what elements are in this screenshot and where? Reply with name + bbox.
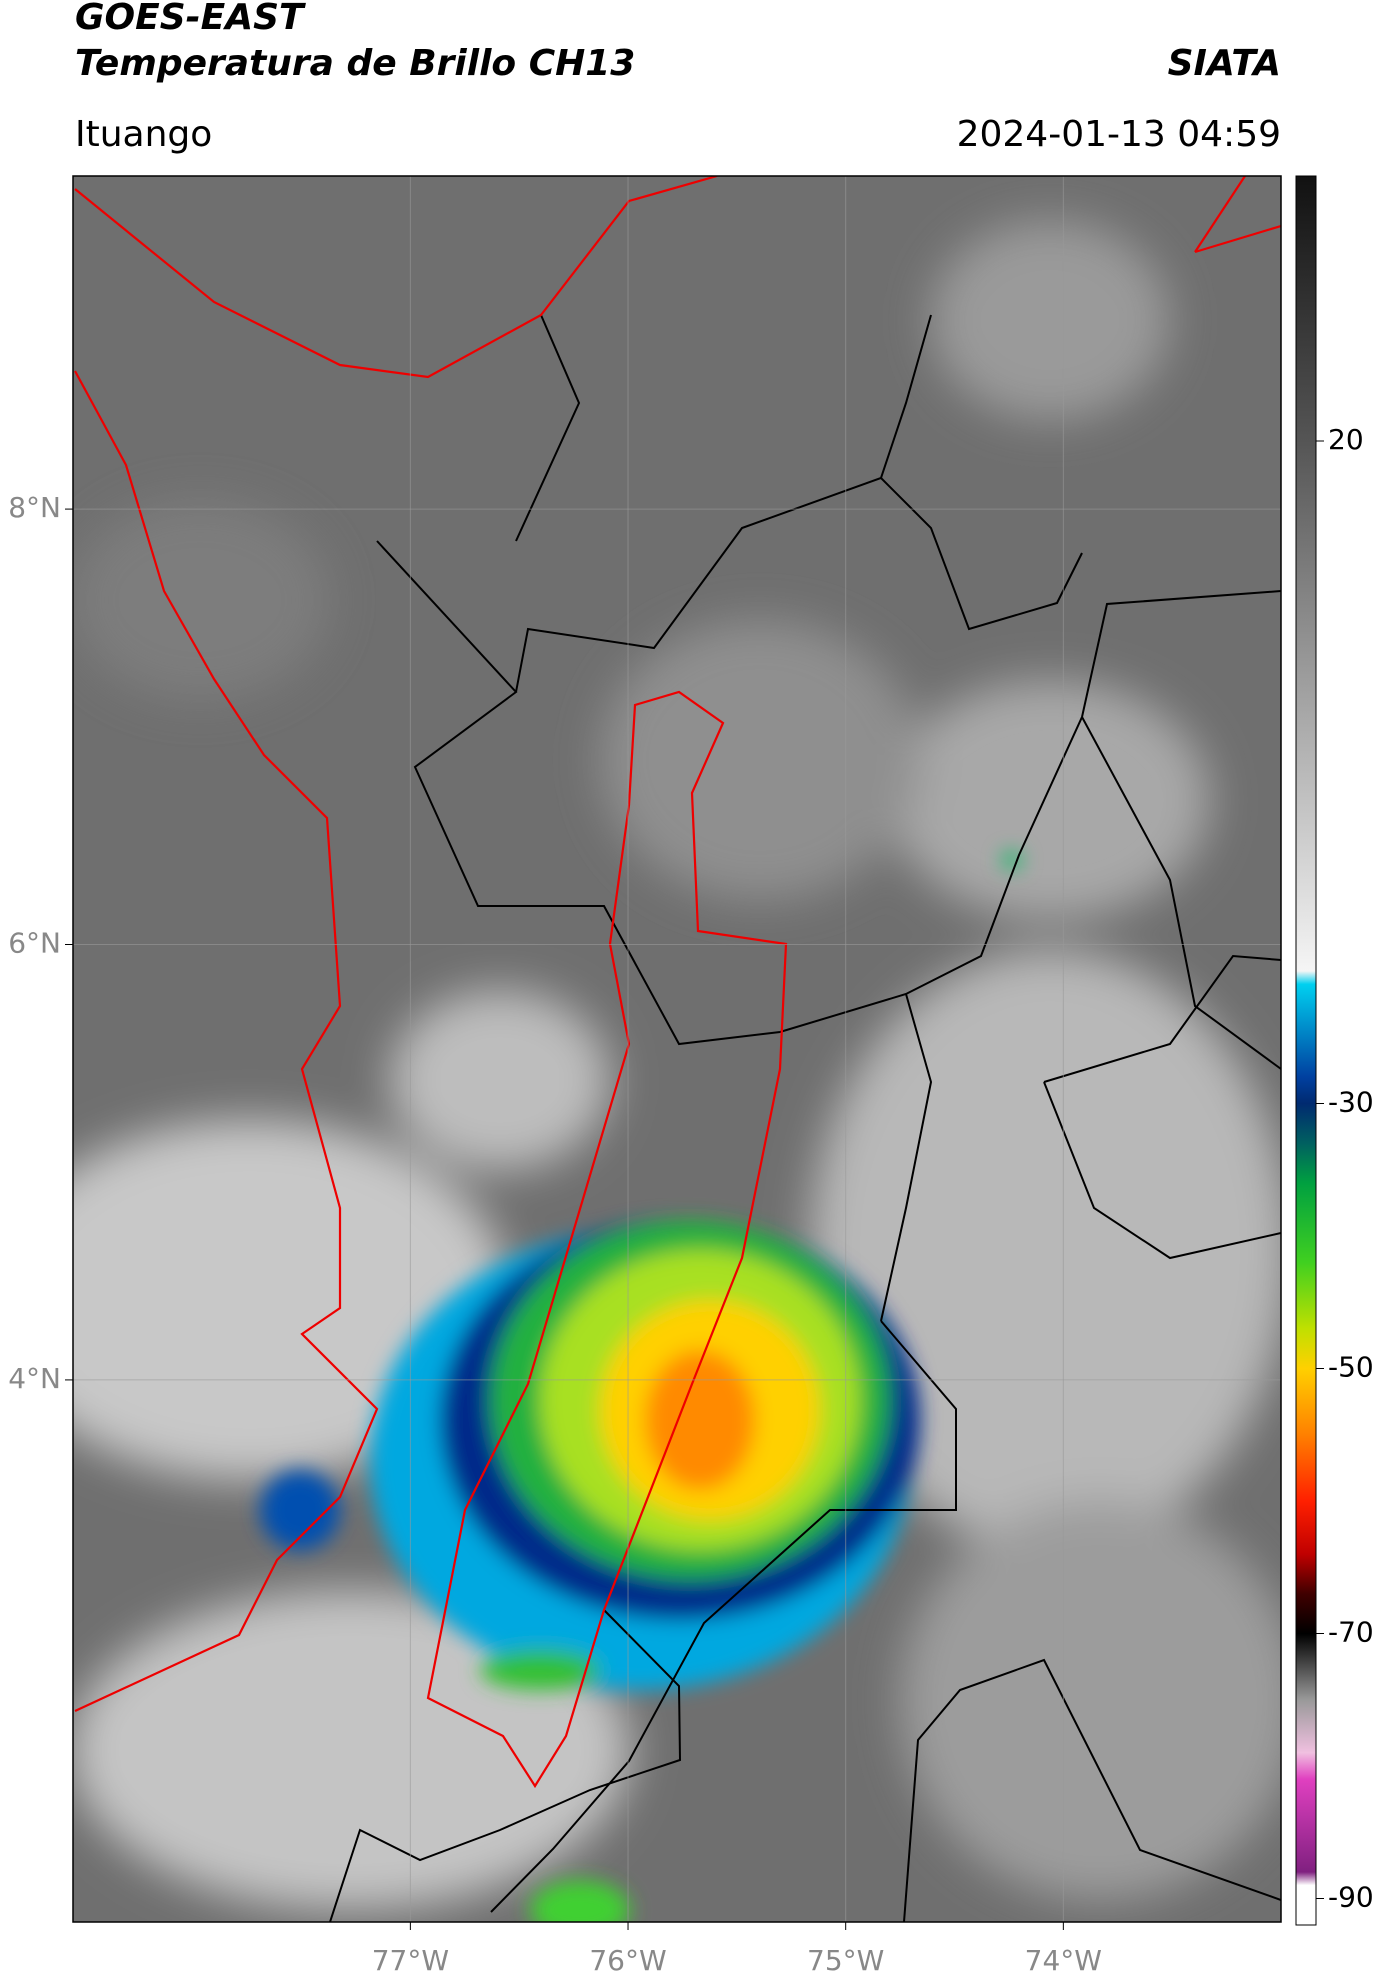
colorbar-tick-label: -30: [1328, 1086, 1374, 1119]
datetime: 2024-01-13 04:59: [957, 114, 1281, 155]
x-tick-label: 75°W: [807, 1944, 884, 1977]
colorbar-tick-label: -90: [1328, 1881, 1374, 1914]
map-frame: [72, 175, 1282, 1923]
y-tick-label: 8°N: [8, 491, 61, 524]
x-tick-label: 76°W: [589, 1944, 666, 1977]
y-tick-label: 6°N: [8, 927, 61, 960]
title-line1: GOES-EAST: [75, 0, 306, 38]
title-line2: Temperatura de Brillo CH13: [75, 43, 635, 84]
y-tick-label: 4°N: [8, 1362, 61, 1395]
satellite-image: [73, 176, 1281, 1922]
storm: [260, 852, 1022, 1922]
credit: SIATA: [1168, 43, 1281, 84]
grid: [73, 176, 1281, 1922]
red-boundaries: [74, 176, 1281, 1789]
x-tick-label: 74°W: [1025, 1944, 1102, 1977]
borders: [329, 314, 1281, 1922]
colorbar-tick-label: -70: [1328, 1616, 1374, 1649]
colorbar-tick-label: -50: [1328, 1351, 1374, 1384]
location: Ituango: [75, 114, 212, 155]
x-tick-label: 77°W: [372, 1944, 449, 1977]
colorbar-scale: [1295, 175, 1317, 1926]
colorbar: 20 -30 -50 -70 -90: [1295, 175, 1374, 1926]
colorbar-tick-label: 20: [1328, 423, 1364, 456]
